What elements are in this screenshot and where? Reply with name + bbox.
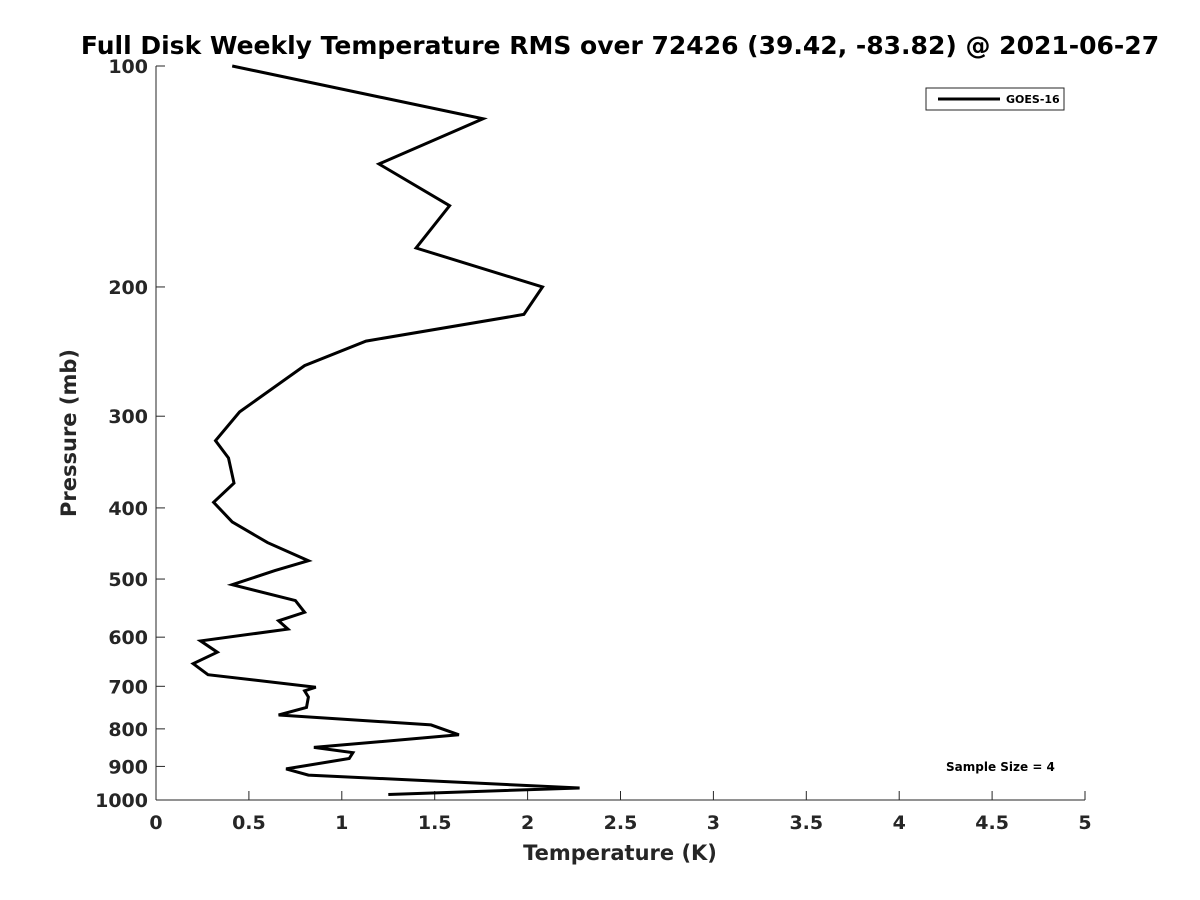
x-tick-label: 1 (335, 812, 348, 834)
x-tick-label: 4.5 (975, 812, 1009, 834)
x-tick-label: 3.5 (789, 812, 823, 834)
y-tick-label: 100 (108, 56, 148, 78)
series-line-goes-16 (190, 64, 580, 796)
x-axis-label: Temperature (K) (523, 841, 717, 865)
x-tick-label: 2.5 (604, 812, 638, 834)
y-tick-label: 500 (108, 569, 148, 591)
x-tick-label: 0.5 (232, 812, 266, 834)
y-tick-label: 200 (108, 277, 148, 299)
y-tick-label: 700 (108, 676, 148, 698)
y-tick-label: 400 (108, 498, 148, 520)
legend-label: GOES-16 (1006, 93, 1060, 106)
chart-title: Full Disk Weekly Temperature RMS over 72… (81, 31, 1159, 60)
x-tick-label: 5 (1078, 812, 1091, 834)
y-tick-label: 600 (108, 627, 148, 649)
sample-size-annotation: Sample Size = 4 (946, 760, 1055, 774)
x-tick-label: 1.5 (418, 812, 452, 834)
series-layer (190, 64, 580, 796)
x-tick-label: 2 (521, 812, 534, 834)
y-tick-label: 800 (108, 719, 148, 741)
legend: GOES-16 (925, 87, 1065, 111)
x-tick-label: 4 (893, 812, 906, 834)
y-axis-label: Pressure (mb) (57, 349, 81, 517)
y-ticks: 100 200 300 400 500 600 700 800 900 1000 (95, 56, 165, 812)
x-tick-label: 0 (149, 812, 162, 834)
x-ticks: 0 0.5 1 1.5 2 2.5 3 3.5 4 4.5 5 (149, 791, 1092, 834)
y-tick-label: 900 (108, 756, 148, 778)
y-tick-label: 300 (108, 406, 148, 428)
y-tick-label: 1000 (95, 790, 148, 812)
x-tick-label: 3 (707, 812, 720, 834)
